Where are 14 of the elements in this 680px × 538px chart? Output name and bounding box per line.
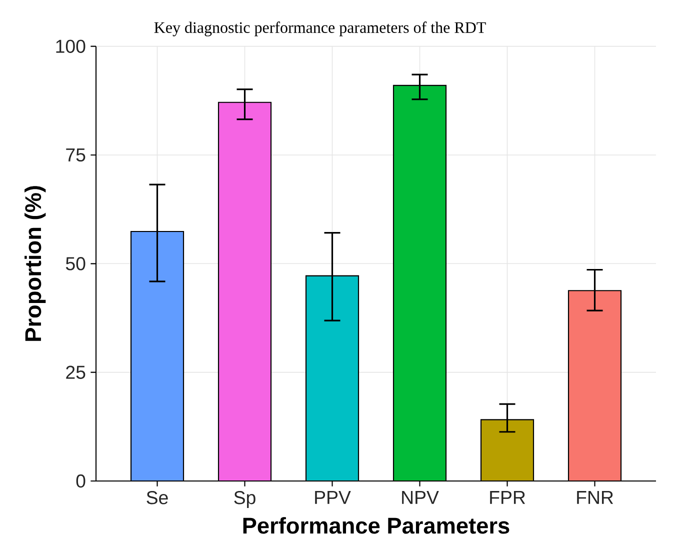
y-tick-label: 50 (66, 256, 86, 270)
x-tick-label: Sp (234, 490, 256, 508)
x-tick-label: NPV (402, 490, 439, 504)
x-tick-label: FNR (577, 490, 614, 504)
y-tick-label: 100 (56, 40, 86, 53)
y-tick-label: 25 (66, 366, 86, 379)
x-tick-label: FPR (490, 490, 526, 504)
y-tick-label: 0 (76, 474, 86, 488)
y-tick-label: 75 (66, 148, 86, 162)
x-tick-label: PPV (315, 490, 351, 504)
x-tick-label: Se (146, 490, 168, 504)
x-axis-title: Performance Parameters (243, 517, 510, 534)
y-axis-title: Proportion (%) (24, 186, 46, 341)
chart-title: Key diagnostic performance parameters of the RDT (154, 21, 486, 36)
